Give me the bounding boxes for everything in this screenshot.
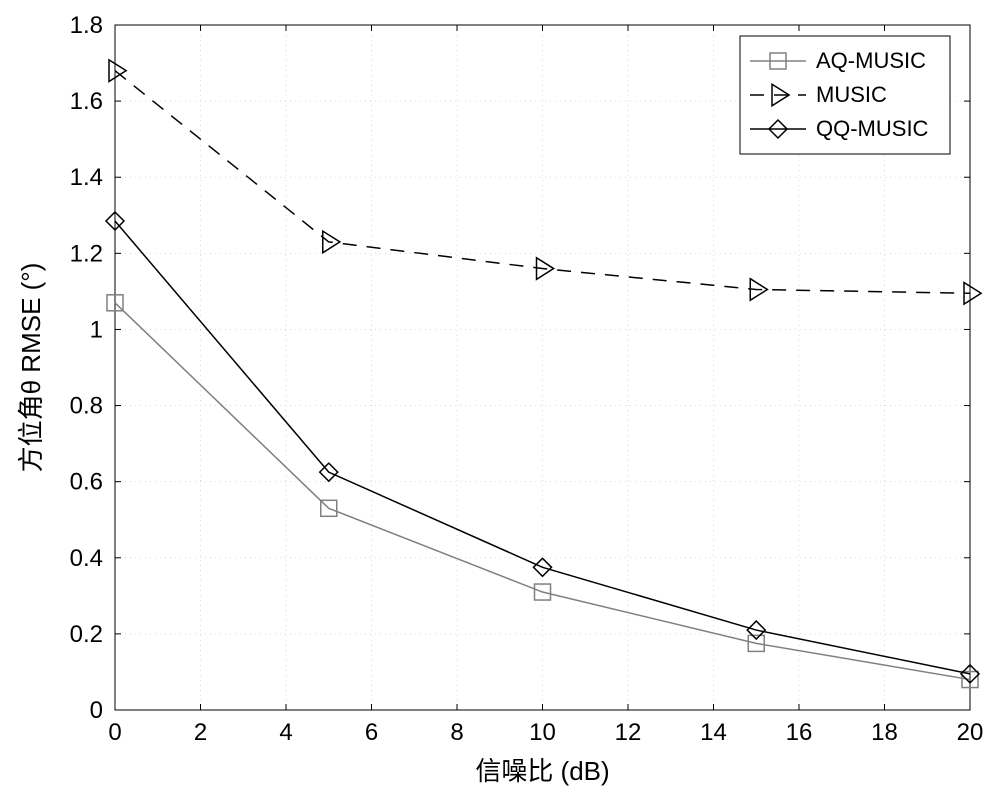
x-tick-label: 6 [365, 719, 378, 746]
legend-label: MUSIC [816, 82, 887, 107]
x-tick-label: 10 [529, 719, 556, 746]
y-axis-title: 方位角θ RMSE (°) [16, 263, 46, 473]
legend-label: QQ-MUSIC [816, 116, 929, 141]
y-tick-label: 0.6 [70, 469, 103, 496]
legend: AQ-MUSIC MUSIC QQ-MUSIC [740, 36, 950, 154]
x-tick-label: 20 [957, 719, 984, 746]
y-tick-label: 1.6 [70, 88, 103, 115]
y-tick-label: 1 [90, 316, 103, 343]
y-tick-label: 1.4 [70, 164, 103, 191]
x-tick-label: 14 [700, 719, 727, 746]
x-tick-label: 2 [194, 719, 207, 746]
x-tick-label: 0 [108, 719, 121, 746]
y-tick-label: 1.8 [70, 12, 103, 39]
x-axis-title: 信噪比 (dB) [475, 756, 609, 786]
rmse-chart: 0 2 4 6 8 10 12 14 16 18 20 0 0.2 0.4 0.6 0.8 1 1.2 1.4 1.6… [0, 0, 1000, 804]
y-tick-label: 0.4 [70, 545, 103, 572]
y-tick-label: 0.8 [70, 393, 103, 420]
legend-label: AQ-MUSIC [816, 48, 926, 73]
x-tick-label: 18 [871, 719, 898, 746]
x-tick-label: 16 [786, 719, 813, 746]
y-tick-label: 0.2 [70, 621, 103, 648]
y-tick-label: 1.2 [70, 240, 103, 267]
x-tick-label: 4 [279, 719, 292, 746]
x-tick-label: 12 [615, 719, 642, 746]
y-tick-label: 0 [90, 697, 103, 724]
x-tick-label: 8 [450, 719, 463, 746]
